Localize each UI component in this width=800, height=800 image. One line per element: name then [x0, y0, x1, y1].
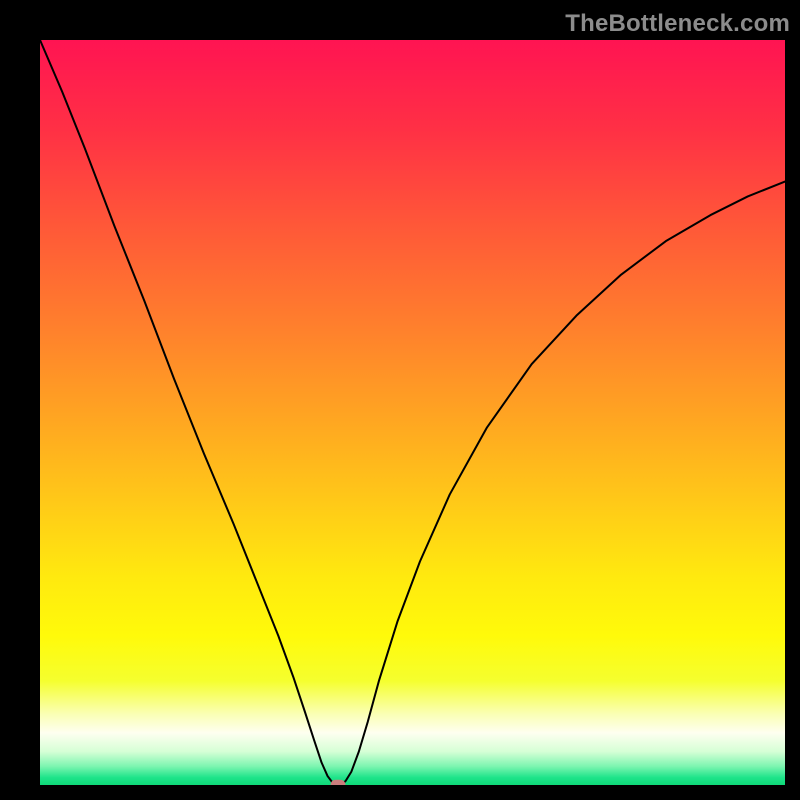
optimum-marker — [331, 780, 346, 785]
bottleneck-curve — [40, 40, 785, 784]
chart-background — [40, 40, 785, 785]
watermark-text: TheBottleneck.com — [565, 10, 790, 38]
plot-area — [40, 40, 785, 785]
chart-root: TheBottleneck.com — [0, 0, 800, 800]
chart-svg — [40, 40, 785, 785]
